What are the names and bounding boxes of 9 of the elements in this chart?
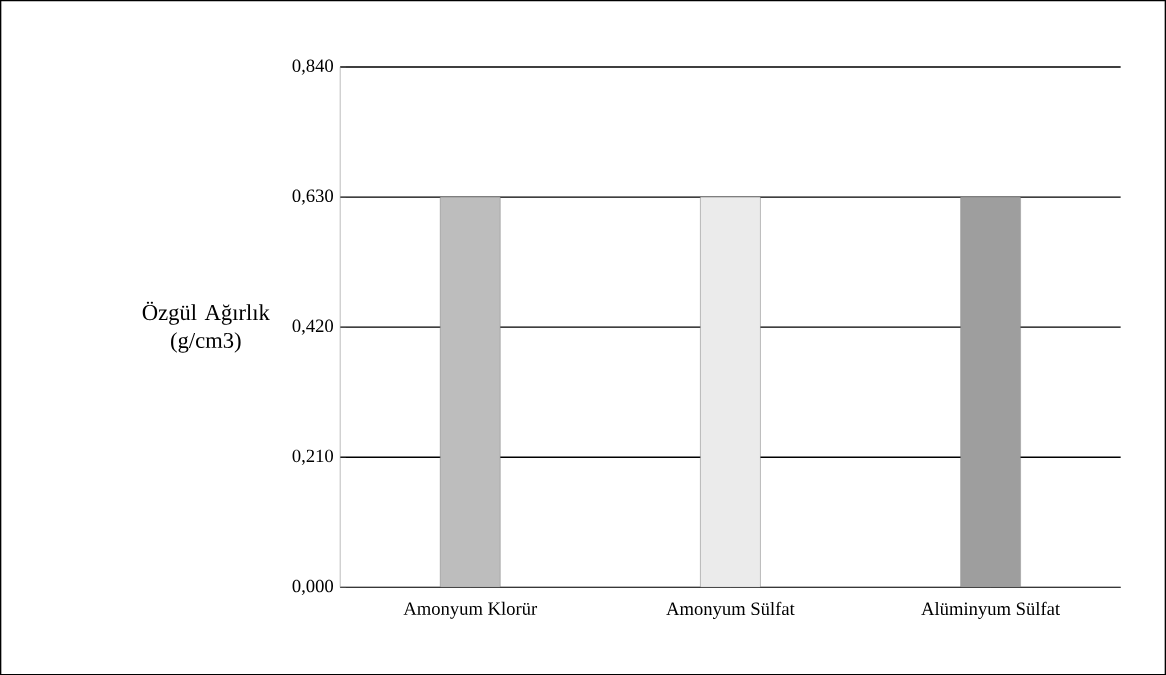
y-tick-label: 0,420: [292, 319, 334, 335]
x-tick-label: Amonyum Sülfat: [666, 601, 795, 619]
y-axis-title: Özgül Ağırlık (g/cm3): [142, 301, 270, 353]
y-tick-label: 0,210: [292, 449, 334, 465]
x-tick-label: Amonyum Klorür: [403, 601, 538, 619]
y-tick-label: 0,840: [292, 59, 334, 75]
y-tick-label: 0,000: [292, 579, 334, 595]
x-tick-label: Alüminyum Sülfat: [921, 601, 1060, 619]
y-tick-label: 0,630: [292, 189, 334, 205]
